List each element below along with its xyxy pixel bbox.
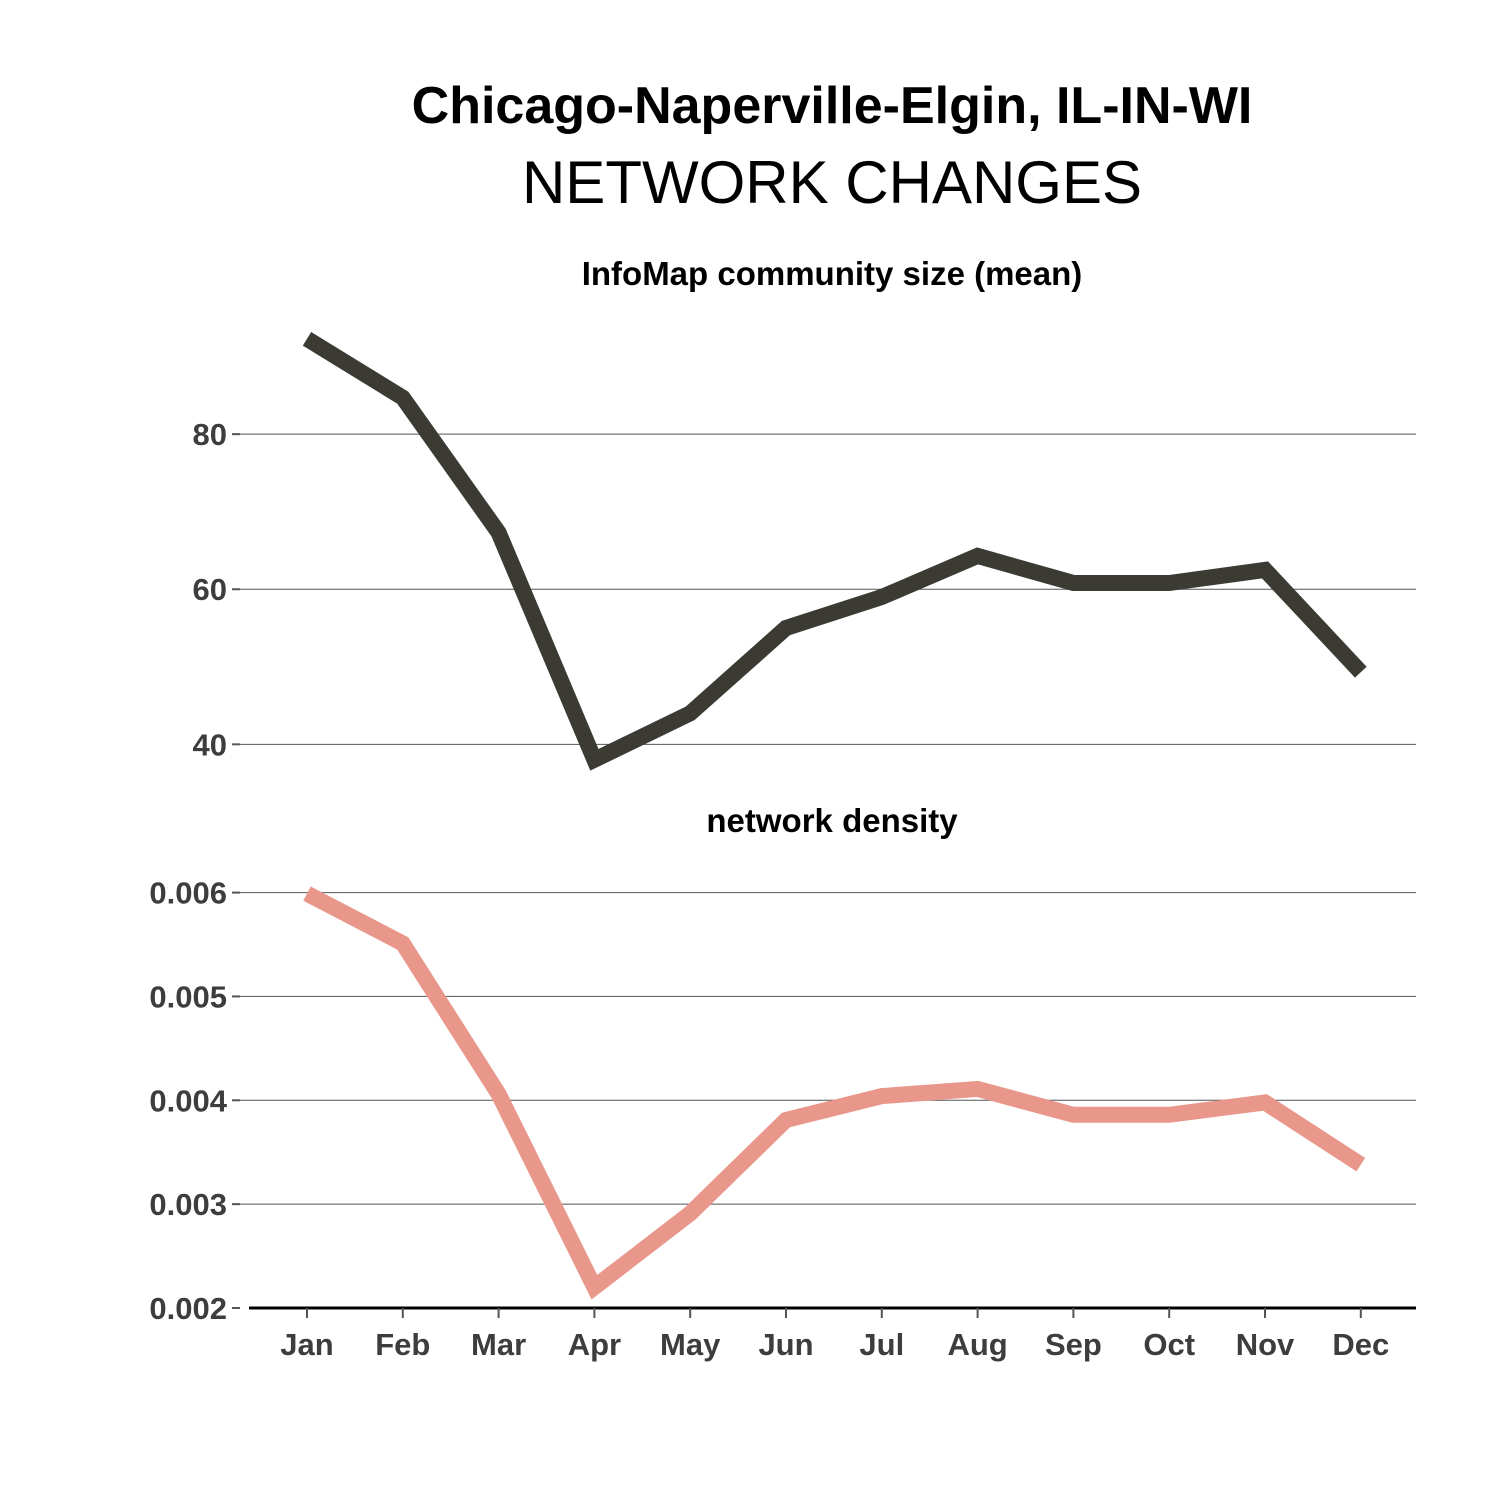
- y-tick-label: 0.002: [149, 1291, 227, 1326]
- y-tick-label: 60: [193, 572, 227, 607]
- x-tick-label: Jun: [758, 1327, 813, 1362]
- chart-title: Chicago-Naperville-Elgin, IL-IN-WI: [411, 77, 1253, 135]
- series-line-1: [302, 331, 1367, 771]
- x-tick-label: Nov: [1236, 1327, 1295, 1362]
- y-tick-label: 0.003: [149, 1187, 227, 1222]
- x-tick-label: Mar: [471, 1327, 526, 1362]
- series-line-2: [303, 886, 1366, 1300]
- y-tick-label: 40: [193, 727, 227, 762]
- y-tick-label: 80: [193, 417, 227, 452]
- x-tick-label: Dec: [1332, 1327, 1389, 1362]
- y-tick-label: 0.004: [149, 1083, 227, 1118]
- x-tick-label: Aug: [947, 1327, 1007, 1362]
- y-tick-label: 0.005: [149, 979, 227, 1014]
- chart-subtitle: NETWORK CHANGES: [521, 149, 1143, 216]
- panel-title-2: network density: [706, 802, 958, 839]
- x-tick-label: Jan: [280, 1327, 333, 1362]
- x-tick-label: May: [660, 1327, 721, 1362]
- x-tick-label: Apr: [568, 1327, 621, 1362]
- panel-title-1: InfoMap community size (mean): [582, 255, 1083, 292]
- x-tick-label: Sep: [1045, 1327, 1102, 1362]
- x-tick-label: Jul: [859, 1327, 904, 1362]
- y-tick-label: 0.006: [149, 876, 227, 911]
- x-tick-label: Oct: [1143, 1327, 1195, 1362]
- x-tick-label: Feb: [375, 1327, 430, 1362]
